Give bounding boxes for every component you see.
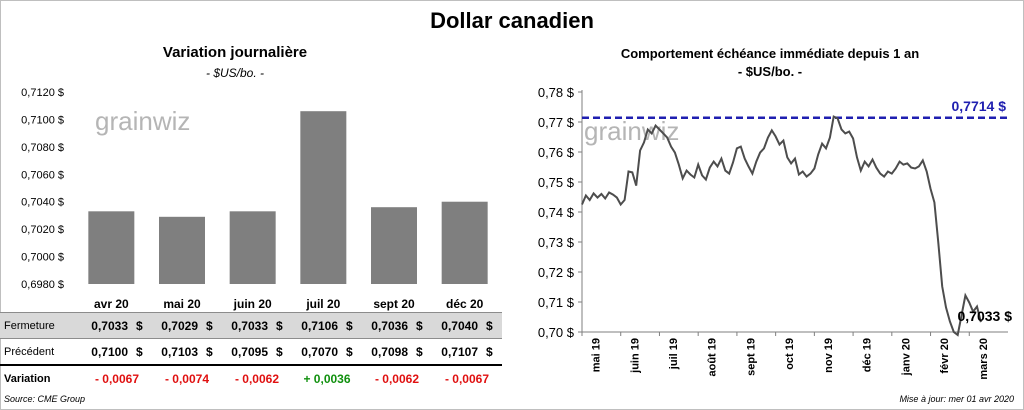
variation-row: Variation - 0,0067 - 0,0074 - 0,0062 + 0… bbox=[0, 365, 502, 391]
y-tick-label: 0,78 $ bbox=[538, 85, 575, 100]
source-note: Source: CME Group bbox=[4, 394, 86, 404]
variation-value: + 0,0036 bbox=[303, 371, 351, 386]
x-tick-label: déc 19 bbox=[862, 338, 874, 372]
y-tick-label: 0,74 $ bbox=[538, 205, 575, 220]
watermark-logo: grainwiz bbox=[584, 116, 679, 146]
x-tick-label: mai 19 bbox=[591, 338, 603, 372]
page-title: Dollar canadien bbox=[430, 8, 594, 33]
x-tick-label: juin 20 bbox=[233, 297, 272, 311]
y-tick-label: 0,7080 $ bbox=[21, 142, 64, 154]
y-tick-label: 0,7020 $ bbox=[21, 224, 64, 236]
previous-value: 0,7107 $ bbox=[432, 338, 502, 366]
y-tick-label: 0,6980 $ bbox=[21, 279, 64, 291]
previous-value: 0,7100 $ bbox=[82, 338, 152, 366]
bar bbox=[441, 201, 488, 284]
bar bbox=[371, 207, 417, 284]
reference-line-label: 0,7714 $ bbox=[952, 98, 1007, 114]
previous-value: 0,7103 $ bbox=[152, 338, 222, 366]
x-tick-label: oct 19 bbox=[784, 338, 796, 370]
bar bbox=[300, 111, 347, 284]
x-tick-label: août 19 bbox=[707, 338, 719, 377]
y-tick-label: 0,70 $ bbox=[538, 325, 575, 340]
last-value-label: 0,7033 $ bbox=[958, 308, 1013, 324]
close-row: Fermeture 0,7033 $ 0,7029 $ 0,7033 $ 0,7106… bbox=[0, 312, 502, 339]
x-tick-label: déc 20 bbox=[446, 297, 484, 311]
watermark-logo: grainwiz bbox=[95, 106, 190, 136]
previous-value: 0,7070 $ bbox=[292, 338, 362, 366]
variation-value: - 0,0062 bbox=[234, 371, 280, 386]
previous-row: Précédent 0,7100 $ 0,7103 $ 0,7095 $ 0,7070… bbox=[0, 338, 502, 366]
update-note: Mise à jour: mer 01 avr 2020 bbox=[899, 394, 1014, 404]
previous-value: 0,7098 $ bbox=[362, 338, 432, 366]
x-tick-label: avr 20 bbox=[94, 297, 129, 311]
y-tick-label: 0,73 $ bbox=[538, 235, 575, 250]
y-tick-label: 0,7120 $ bbox=[21, 87, 64, 99]
y-tick-label: 0,71 $ bbox=[538, 295, 575, 310]
y-tick-label: 0,75 $ bbox=[538, 175, 575, 190]
variation-value: - 0,0062 bbox=[374, 371, 420, 386]
line-chart-title: Comportement échéance immédiate depuis 1… bbox=[620, 46, 920, 61]
y-tick-label: 0,7060 $ bbox=[21, 169, 64, 181]
y-tick-label: 0,77 $ bbox=[538, 115, 575, 130]
x-tick-label: juil 19 bbox=[668, 338, 680, 370]
close-value: 0,7040 $ bbox=[432, 312, 502, 339]
close-value: 0,7033 $ bbox=[222, 312, 292, 339]
x-tick-label: févr 20 bbox=[939, 338, 951, 373]
price-series-line bbox=[581, 115, 982, 337]
close-value: 0,7036 $ bbox=[362, 312, 432, 339]
y-tick-label: 0,7000 $ bbox=[21, 252, 64, 264]
close-value: 0,7029 $ bbox=[152, 312, 222, 339]
y-tick-label: 0,76 $ bbox=[538, 145, 575, 160]
close-value: 0,7033 $ bbox=[82, 312, 152, 339]
bar-chart: grainwiz 0,6980 $ 0,7000 $ 0,7020 $ 0,7040 … bbox=[21, 87, 488, 311]
bar bbox=[88, 211, 135, 284]
x-tick-label: sept 20 bbox=[373, 297, 415, 311]
y-tick-label: 0,72 $ bbox=[538, 265, 575, 280]
line-chart: grainwiz 0,70 $ 0,71 $ 0,72 $ 0,73 $ 0,74 $ 0… bbox=[538, 85, 1013, 380]
variation-row-label: Variation bbox=[4, 372, 51, 385]
bar-chart-title: Variation journalière bbox=[162, 44, 308, 61]
variation-value: - 0,0067 bbox=[94, 371, 140, 386]
close-row-label: Fermeture bbox=[0, 312, 82, 339]
x-tick-label: juil 20 bbox=[305, 297, 340, 311]
bar-chart-subtitle: - $US/bo. - bbox=[205, 66, 265, 80]
bar bbox=[159, 216, 205, 284]
x-tick-label: mars 20 bbox=[978, 338, 990, 380]
bar bbox=[229, 211, 276, 284]
stats-table: Fermeture 0,7033 $ 0,7029 $ 0,7033 $ 0,7106… bbox=[0, 312, 502, 391]
previous-row-label: Précédent bbox=[0, 338, 82, 366]
line-chart-subtitle: - $US/bo. - bbox=[737, 64, 803, 79]
x-tick-label: nov 19 bbox=[823, 338, 835, 373]
variation-value: - 0,0067 bbox=[444, 371, 490, 386]
variation-value: - 0,0074 bbox=[164, 371, 210, 386]
x-tick-label: janv 20 bbox=[900, 338, 912, 376]
x-tick-label: sept 19 bbox=[745, 338, 757, 376]
x-tick-label: juin 19 bbox=[629, 338, 641, 374]
previous-value: 0,7095 $ bbox=[222, 338, 292, 366]
close-value: 0,7106 $ bbox=[292, 312, 362, 339]
x-tick-label: mai 20 bbox=[163, 297, 201, 311]
y-tick-label: 0,7100 $ bbox=[21, 114, 64, 126]
y-tick-label: 0,7040 $ bbox=[21, 197, 64, 209]
